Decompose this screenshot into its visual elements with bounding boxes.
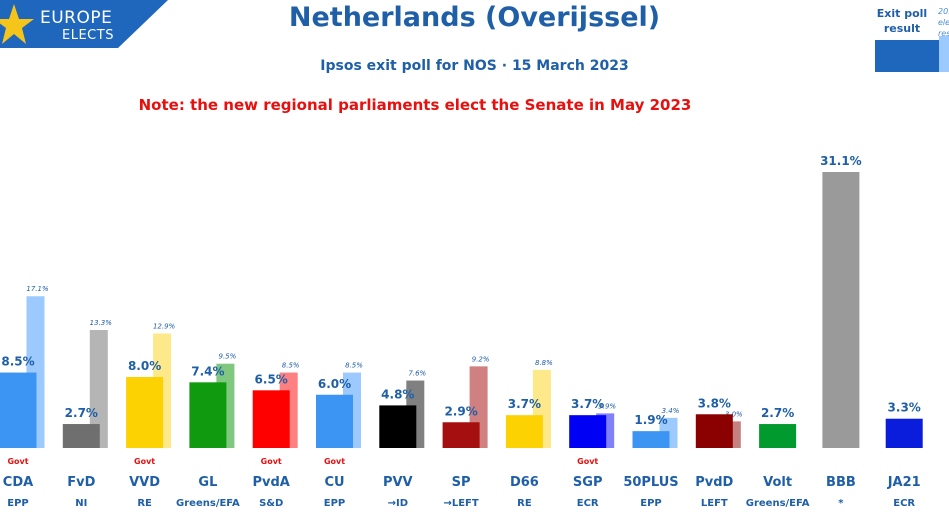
label-previous-gl: 9.5% — [219, 353, 237, 361]
label-current-ja21: 3.3% — [888, 401, 921, 415]
govt-marker-sgp: Govt — [577, 457, 598, 466]
label-current-bbb: 31.1% — [820, 154, 862, 168]
party-label-fvd: FvD — [67, 475, 95, 490]
label-previous-vvd: 12.9% — [153, 323, 176, 331]
chart-legend: Exit poll result 2019 election result — [870, 0, 949, 74]
chart-subtitle: Ipsos exit poll for NOS · 15 March 2023 — [320, 58, 629, 74]
party-label-pvda: PvdA — [253, 475, 290, 490]
label-previous-50plus: 3.4% — [662, 407, 680, 415]
party-label-sp: SP — [452, 475, 471, 490]
logo-text-europe: EUROPE — [40, 8, 113, 28]
bar-current-pvdd — [695, 414, 733, 448]
party-label-gl: GL — [198, 475, 217, 490]
page-title: Netherlands (Overijssel) — [288, 2, 661, 33]
legend-previous-swatch — [939, 36, 949, 72]
label-current-pvda: 6.5% — [255, 372, 288, 386]
party-label-pvv: PVV — [383, 475, 413, 490]
group-label-d66: RE — [517, 498, 532, 509]
label-current-pvv: 4.8% — [381, 387, 414, 401]
legend-current-swatch — [875, 40, 939, 72]
legend-previous-label: 2019 election result — [938, 7, 949, 38]
group-label-gl: Greens/EFA — [176, 498, 240, 509]
bar-current-50plus — [632, 431, 670, 448]
group-label-pvv: →ID — [388, 498, 408, 509]
bar-current-bbb — [822, 172, 860, 448]
label-previous-sp: 9.2% — [472, 355, 490, 363]
bar-current-sgp — [569, 415, 607, 448]
party-label-cu: CU — [324, 475, 344, 490]
group-label-volt: Greens/EFA — [746, 498, 810, 509]
bar-current-pvv — [379, 405, 417, 448]
bar-current-cu — [316, 394, 353, 448]
label-current-cu: 6.0% — [318, 377, 351, 391]
party-label-ja21: JA21 — [887, 475, 921, 490]
senate-note: Note: the new regional parliaments elect… — [138, 96, 692, 114]
label-previous-cu: 8.5% — [345, 362, 363, 370]
group-label-ja21: ECR — [893, 498, 915, 509]
logo-banner — [0, 0, 168, 48]
group-label-cu: EPP — [324, 498, 346, 509]
party-label-volt: Volt — [763, 475, 792, 490]
party-label-50plus: 50PLUS — [623, 475, 678, 490]
group-label-bbb: * — [838, 498, 844, 509]
label-current-d66: 3.7% — [508, 397, 541, 411]
label-current-sgp: 3.7% — [571, 397, 604, 411]
bar-current-fvd — [62, 424, 100, 448]
label-previous-sgp: 3.9% — [598, 402, 616, 410]
label-current-fvd: 2.7% — [65, 406, 98, 420]
govt-marker-cda: Govt — [7, 457, 28, 466]
party-label-d66: D66 — [510, 475, 539, 490]
label-previous-pvdd: 3.0% — [725, 410, 743, 418]
govt-marker-cu: Govt — [324, 457, 345, 466]
legend-current-label: Exit poll result — [876, 7, 928, 35]
bar-current-pvda — [252, 390, 290, 448]
bar-current-sp — [442, 422, 480, 448]
bar-current-gl — [189, 382, 227, 448]
bar-current-cda — [0, 372, 37, 448]
legend-swatches — [875, 36, 949, 72]
party-label-cda: CDA — [3, 475, 33, 490]
bar-previous-fvd — [89, 329, 108, 448]
bar-current-ja21 — [885, 418, 923, 448]
bar-current-volt — [759, 424, 797, 448]
group-label-pvdd: LEFT — [701, 498, 728, 509]
label-current-vvd: 8.0% — [128, 359, 161, 373]
label-previous-pvda: 8.5% — [282, 362, 300, 370]
party-label-pvdd: PvdD — [695, 475, 733, 490]
label-current-50plus: 1.9% — [634, 413, 667, 427]
party-label-bbb: BBB — [826, 475, 856, 490]
star-icon — [0, 4, 34, 44]
group-label-sgp: ECR — [577, 498, 599, 509]
party-label-sgp: SGP — [573, 475, 603, 490]
group-label-sp: →LEFT — [443, 498, 478, 509]
label-previous-fvd: 13.3% — [90, 319, 113, 327]
govt-marker-pvda: Govt — [261, 457, 282, 466]
group-label-pvda: S&D — [259, 498, 283, 509]
europe-elects-logo: EUROPE ELECTS — [0, 0, 170, 48]
label-current-sp: 2.9% — [444, 404, 477, 418]
label-previous-cda: 17.1% — [26, 285, 49, 293]
party-label-vvd: VVD — [129, 475, 160, 490]
label-current-volt: 2.7% — [761, 406, 794, 420]
label-previous-pvv: 7.6% — [408, 370, 426, 378]
group-label-50plus: EPP — [640, 498, 662, 509]
logo-text-elects: ELECTS — [62, 28, 114, 43]
label-current-cda: 8.5% — [1, 355, 34, 369]
group-label-cda: EPP — [7, 498, 29, 509]
group-label-fvd: NI — [75, 498, 87, 509]
group-label-vvd: RE — [137, 498, 152, 509]
label-current-gl: 7.4% — [191, 364, 224, 378]
label-previous-d66: 8.8% — [535, 359, 553, 367]
label-current-pvdd: 3.8% — [698, 396, 731, 410]
bar-current-vvd — [126, 377, 164, 448]
govt-marker-vvd: Govt — [134, 457, 155, 466]
bar-current-d66 — [505, 415, 543, 448]
